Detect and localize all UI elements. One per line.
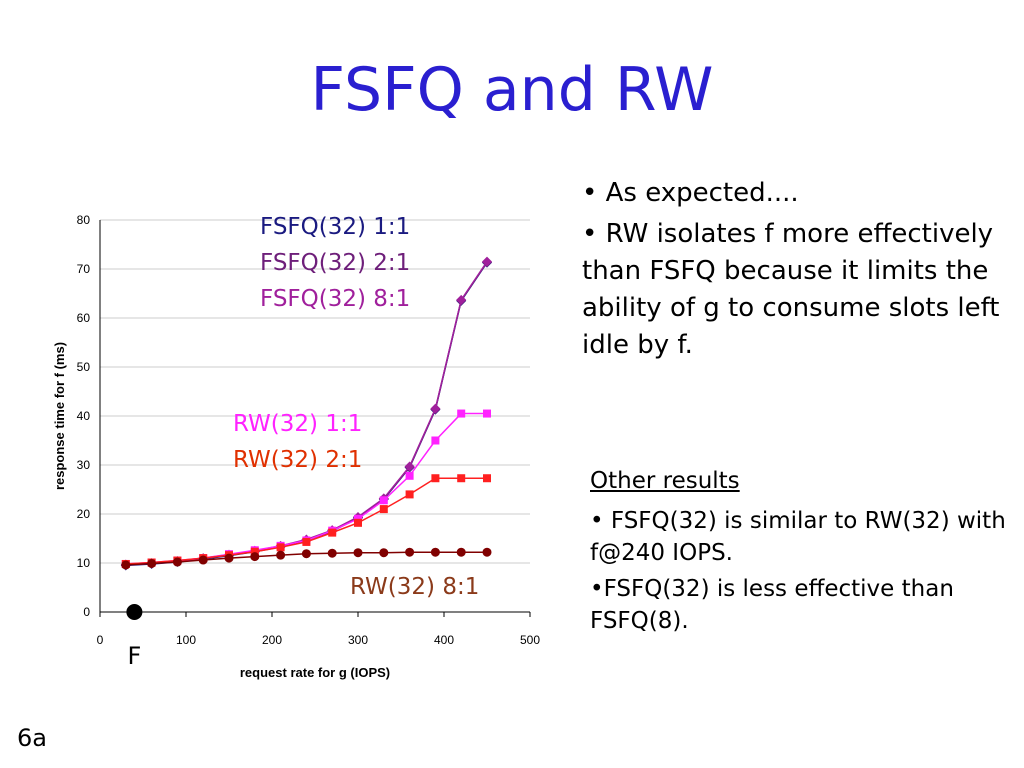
x-tick-label: 100: [176, 633, 196, 647]
data-point: [327, 548, 337, 558]
data-point: [250, 552, 260, 562]
data-point: [379, 496, 388, 505]
x-axis-label: request rate for g (IOPS): [240, 665, 390, 680]
data-point: [405, 471, 414, 480]
data-point: [405, 547, 415, 557]
series-label: FSFQ(32) 8:1: [260, 286, 410, 312]
y-axis-label: response time for f (ms): [52, 342, 67, 490]
x-tick-label: 200: [262, 633, 282, 647]
data-point: [405, 490, 414, 499]
other-result-item: •FSFQ(32) is less effective than FSFQ(8)…: [590, 576, 954, 634]
data-point: [457, 409, 466, 418]
y-tick-label: 0: [83, 605, 90, 619]
x-tick-label: 300: [348, 633, 368, 647]
data-point: [198, 555, 208, 565]
data-point: [430, 403, 441, 414]
other-result-item: • FSFQ(32) is similar to RW(32) with f@2…: [590, 508, 1006, 566]
y-tick-label: 80: [77, 213, 91, 227]
other-results-heading: Other results: [590, 468, 740, 494]
data-point: [431, 436, 440, 445]
data-point: [354, 518, 362, 527]
bullet-item: • As expected....: [582, 178, 799, 208]
data-point: [404, 461, 415, 472]
data-point: [147, 558, 157, 568]
data-point: [328, 528, 337, 537]
slide-title: FSFQ and RW: [310, 55, 714, 125]
other-results: Other results • FSFQ(32) is similar to R…: [590, 465, 1010, 641]
data-point: [276, 550, 286, 560]
data-point: [482, 547, 492, 557]
data-point: [482, 256, 492, 267]
y-tick-label: 10: [77, 556, 91, 570]
data-point: [456, 547, 466, 557]
data-point: [379, 548, 389, 558]
data-point: [431, 474, 440, 483]
bullet-item: • RW isolates f more effectively than FS…: [582, 219, 1000, 360]
data-point: [224, 553, 234, 563]
y-tick-label: 50: [77, 360, 91, 374]
series-label: RW(32) 1:1: [233, 411, 362, 437]
data-point: [172, 557, 182, 567]
series-label: RW(32) 8:1: [350, 574, 479, 600]
data-point: [457, 474, 466, 483]
data-point: [301, 549, 311, 559]
y-tick-label: 40: [77, 409, 91, 423]
x-tick-label: 400: [434, 633, 454, 647]
data-point: [276, 543, 285, 552]
data-point: [483, 409, 491, 418]
data-point: [302, 537, 311, 546]
x-tick-label: 500: [520, 633, 540, 647]
data-point: [121, 560, 131, 570]
bullet-list: • As expected.... • RW isolates f more e…: [582, 175, 1002, 368]
data-point: [379, 505, 388, 514]
series-label: FSFQ(32) 2:1: [260, 250, 410, 276]
f-point-label: F: [127, 642, 141, 670]
data-point: [456, 294, 467, 305]
f-point-marker: [126, 604, 143, 620]
series-label: FSFQ(32) 1:1: [260, 214, 410, 240]
y-tick-label: 20: [77, 507, 91, 521]
y-tick-label: 30: [77, 458, 91, 472]
series-label: RW(32) 2:1: [233, 447, 362, 473]
x-tick-label: 0: [97, 633, 104, 647]
slide-number: 6a: [17, 724, 47, 752]
response-time-chart: 0 10 20 30 40 50 60 70 80 0 100 200 300 400 500 request…: [52, 213, 540, 680]
y-tick-label: 60: [77, 311, 91, 325]
y-tick-label: 70: [77, 262, 91, 276]
data-point: [353, 548, 363, 558]
data-point: [430, 547, 440, 557]
data-point: [483, 474, 491, 483]
data-point: [250, 547, 259, 556]
